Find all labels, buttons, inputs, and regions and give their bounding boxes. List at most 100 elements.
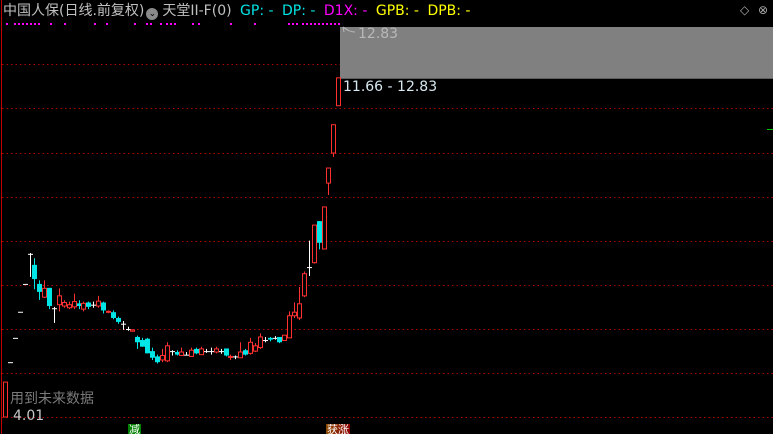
candle-body [204, 351, 209, 353]
signal-dot [318, 23, 320, 25]
right-marker [767, 129, 773, 130]
candle-body [47, 287, 52, 307]
signal-dot [292, 23, 294, 25]
candle [287, 311, 292, 339]
signal-dot [192, 23, 194, 25]
candle-body [52, 308, 57, 310]
indicator-gpb: GPB: - [375, 3, 419, 19]
signal-dot [338, 23, 340, 25]
candle-body [287, 315, 292, 339]
candle-body [253, 345, 258, 352]
candle-body [57, 295, 62, 306]
candle-body [72, 301, 77, 308]
candle [238, 342, 243, 359]
candle-body [243, 350, 248, 355]
candle [253, 343, 258, 352]
candle [273, 336, 278, 340]
indicator-gp: GP: - [240, 3, 274, 19]
candle-body [121, 323, 126, 325]
signal-dot [288, 23, 290, 25]
candle [297, 287, 302, 321]
candle-body [150, 351, 155, 358]
candle [32, 258, 37, 290]
candle [243, 348, 248, 356]
candle-body [77, 303, 82, 307]
signal-dot [166, 23, 168, 25]
candle-body [322, 206, 327, 250]
candle-body [312, 224, 317, 264]
signal-dot [334, 23, 336, 25]
candle [194, 347, 199, 355]
candle [179, 347, 184, 357]
candle [91, 301, 96, 308]
pointer-arrow [342, 26, 356, 33]
candle [189, 347, 194, 357]
candle [263, 336, 268, 343]
candle-body [233, 356, 238, 358]
candle [228, 354, 233, 360]
signal-dot [6, 23, 8, 25]
candle [199, 346, 204, 356]
candle [277, 336, 282, 344]
candle-body [62, 301, 67, 307]
candle-body [81, 302, 86, 310]
signal-dot [302, 23, 304, 25]
indicator-name[interactable]: 天堂II-F(0) [162, 3, 232, 19]
candle-body [91, 304, 96, 306]
signal-dot [22, 23, 24, 25]
chevron-down-circle-icon[interactable]: ⌄ [146, 8, 159, 20]
candle-body [228, 355, 233, 358]
signal-dot [174, 23, 176, 25]
stock-title[interactable]: 中国人保(日线.前复权) [3, 3, 145, 19]
diamond-icon[interactable]: ◇ [740, 3, 750, 17]
signal-dot [26, 23, 28, 25]
candle-body [336, 77, 341, 107]
candle [184, 352, 189, 356]
candle [126, 326, 131, 331]
candle [37, 280, 42, 300]
signal-tag-gain: 获涨 [326, 424, 350, 434]
candle-body [224, 348, 229, 356]
candle [42, 280, 47, 299]
candle-body [238, 351, 243, 359]
signal-dot [34, 23, 36, 25]
candle [28, 252, 33, 277]
max-price-label: 12.83 [358, 26, 399, 42]
candle-body [268, 337, 273, 340]
candle [224, 348, 229, 357]
candle-body [8, 362, 13, 364]
candle-body [130, 329, 135, 332]
signal-dot [322, 23, 324, 25]
signal-dot [18, 23, 20, 25]
candle [302, 271, 307, 298]
candle [121, 321, 126, 330]
indicator-dp: DP: - [282, 3, 316, 19]
signal-dot [50, 23, 52, 25]
candle-body [37, 283, 42, 292]
candle [248, 337, 253, 355]
indicator-d1x: D1X: - [323, 3, 368, 19]
candle-body [101, 302, 106, 311]
candle-body [189, 349, 194, 357]
candle-body [32, 264, 37, 280]
candle [214, 346, 219, 354]
candle [322, 206, 327, 250]
candle-body [135, 336, 140, 343]
candle [282, 334, 287, 342]
candle [307, 240, 312, 276]
candle [150, 347, 155, 360]
candle-body [199, 348, 204, 356]
indicator-dpb: DPB: - [427, 3, 471, 19]
candle [268, 336, 273, 342]
signal-dot [170, 23, 172, 25]
highlight-range-box [340, 27, 773, 79]
candle-body [126, 329, 131, 331]
signal-dot [296, 23, 298, 25]
close-circle-icon[interactable]: ⊗ [758, 3, 769, 17]
candle-body [214, 348, 219, 353]
future-data-note: 用到未来数据 [10, 391, 94, 407]
candle-body [170, 351, 175, 353]
candle [23, 283, 28, 285]
min-price-label: 4.01 [13, 408, 45, 424]
